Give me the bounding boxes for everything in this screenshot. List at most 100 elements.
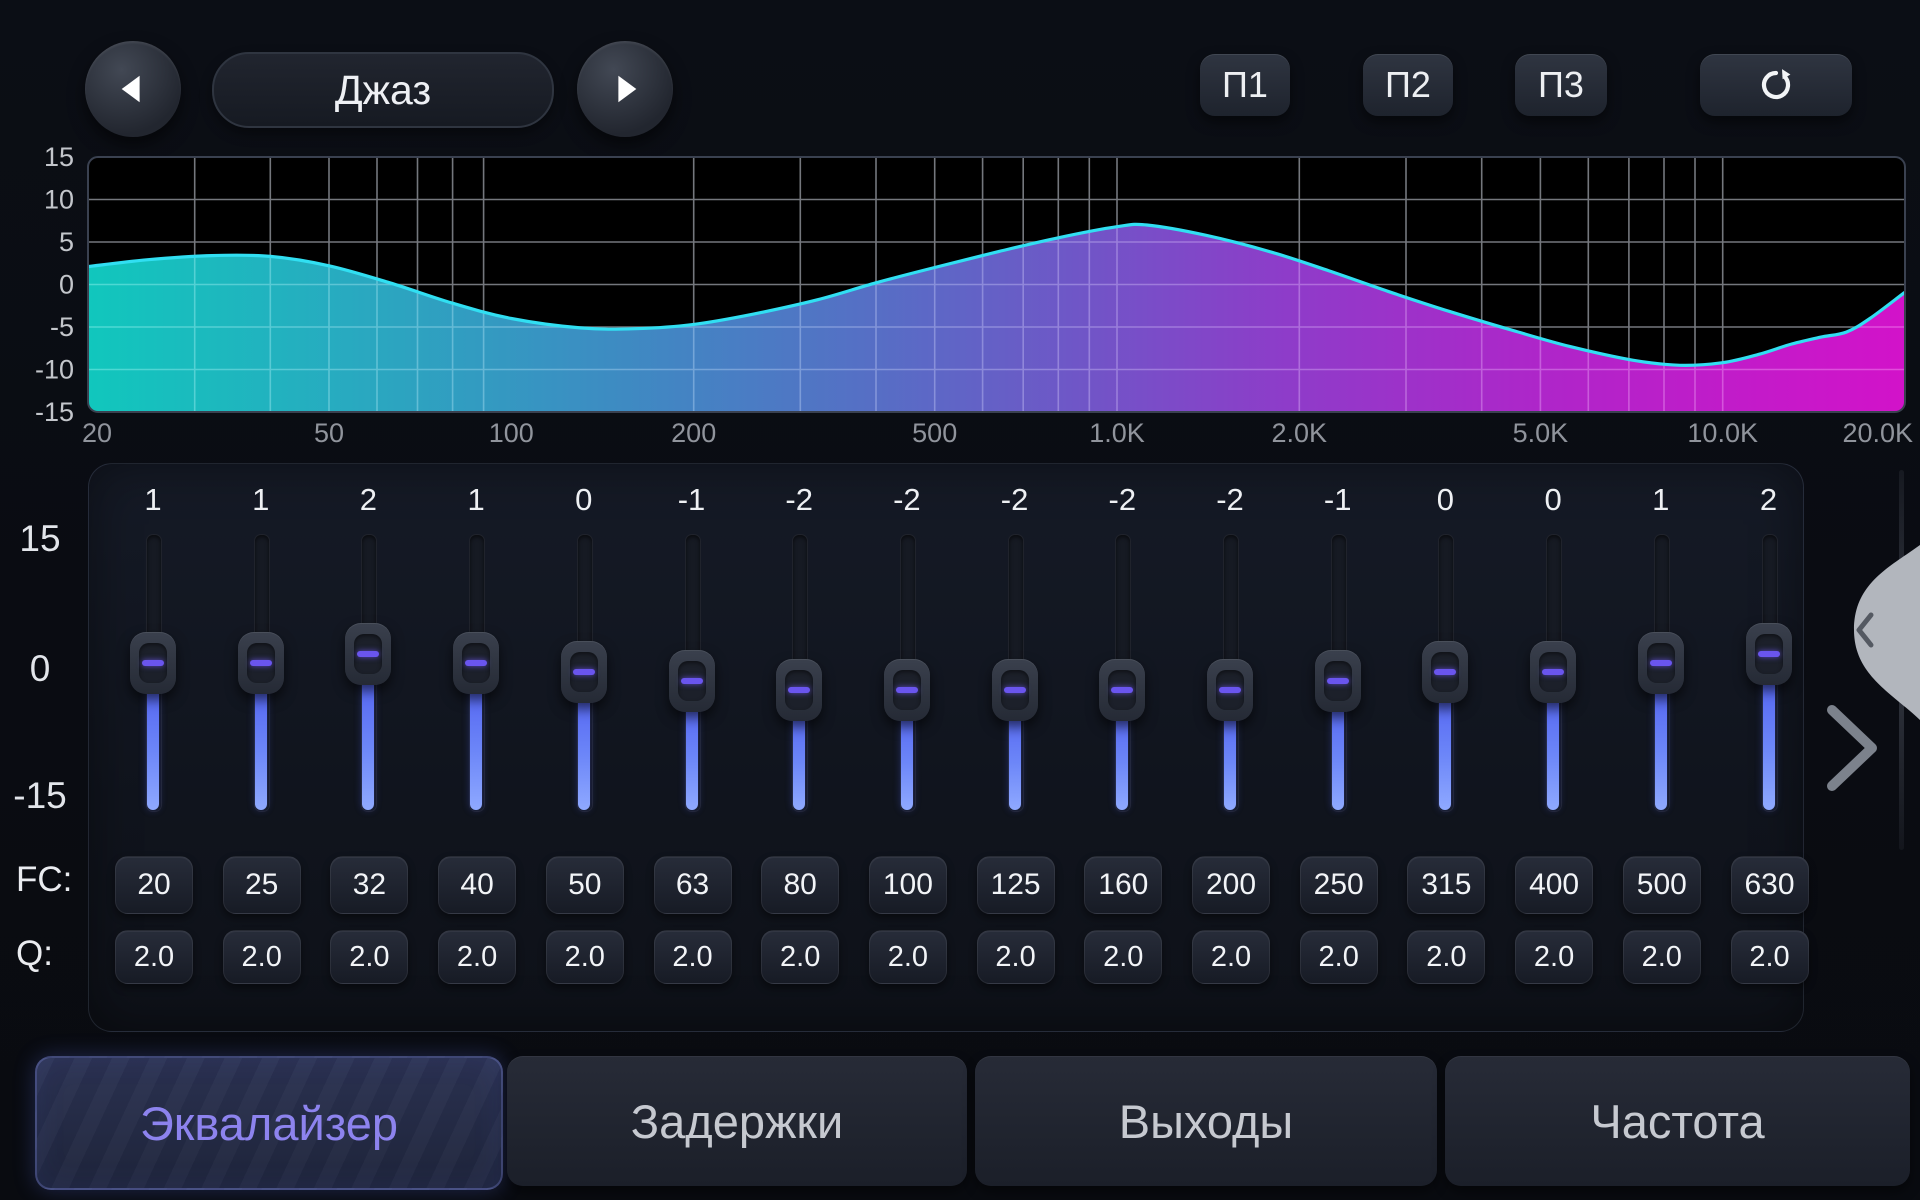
band-q-button[interactable]: 2.0 bbox=[1730, 930, 1809, 984]
preset-selector[interactable]: Джаз bbox=[212, 52, 554, 128]
band-q-button[interactable]: 2.0 bbox=[868, 930, 947, 984]
band-handle-dash-icon bbox=[465, 659, 488, 666]
band-q-button[interactable]: 2.0 bbox=[1192, 930, 1270, 984]
chevron-right-icon bbox=[1827, 705, 1877, 791]
band-q-button[interactable]: 2.0 bbox=[1299, 930, 1378, 984]
band-handle-dash-icon bbox=[357, 650, 380, 657]
band-fc-button[interactable]: 200 bbox=[1192, 856, 1270, 914]
band-gain-value: -2 bbox=[893, 482, 921, 517]
band-q-button[interactable]: 2.0 bbox=[976, 930, 1055, 984]
reset-circular-arrow-icon bbox=[1761, 69, 1791, 100]
band-fc-button[interactable]: 40 bbox=[438, 856, 517, 914]
tab-delays[interactable]: Задержки bbox=[507, 1056, 967, 1186]
band-slider-fill bbox=[1439, 672, 1452, 810]
band-slider-handle[interactable] bbox=[883, 659, 930, 722]
band-slider-handle[interactable] bbox=[1530, 641, 1577, 703]
band-handle-dash-icon bbox=[1757, 650, 1780, 657]
tab-frequency[interactable]: Частота bbox=[1445, 1056, 1910, 1186]
band-fc-button[interactable]: 32 bbox=[330, 856, 409, 914]
band-slider-handle[interactable] bbox=[1099, 659, 1146, 722]
band-gain-value: 0 bbox=[1436, 482, 1455, 517]
band-handle-dash-icon bbox=[680, 678, 703, 685]
chevron-left-icon bbox=[1856, 612, 1874, 648]
band-slider-handle[interactable] bbox=[130, 631, 176, 694]
band-q-button[interactable]: 2.0 bbox=[653, 930, 732, 984]
band-slider-fill bbox=[1654, 662, 1667, 810]
preset-prev-button[interactable] bbox=[85, 41, 181, 137]
band-gain-value: 1 bbox=[252, 482, 270, 517]
band-handle-dash-icon bbox=[142, 659, 164, 666]
band-slider-fill bbox=[147, 662, 159, 810]
band-fc-button[interactable]: 400 bbox=[1515, 856, 1594, 914]
band-fc-button[interactable]: 63 bbox=[653, 856, 732, 914]
preset-next-button[interactable] bbox=[577, 41, 673, 137]
tab-frequency-label: Частота bbox=[1590, 1094, 1765, 1148]
band-fc-button[interactable]: 80 bbox=[761, 856, 840, 914]
band-fc-button[interactable]: 250 bbox=[1299, 856, 1378, 914]
memory-button-p1[interactable]: П1 bbox=[1200, 54, 1290, 116]
band-handle-dash-icon bbox=[788, 687, 811, 694]
band-fc-button[interactable]: 25 bbox=[222, 856, 301, 914]
tab-equalizer[interactable]: Эквалайзер bbox=[35, 1056, 503, 1190]
drawer-handle[interactable] bbox=[1840, 545, 1920, 720]
band-fc-button[interactable]: 100 bbox=[868, 856, 947, 914]
band-q-button[interactable]: 2.0 bbox=[761, 930, 840, 984]
band-fc-button[interactable]: 20 bbox=[115, 856, 193, 914]
band-fc-button[interactable]: 315 bbox=[1407, 856, 1486, 914]
band-slider-handle[interactable] bbox=[237, 631, 284, 694]
band-slider-handle[interactable] bbox=[1207, 659, 1253, 722]
band-slider-fill bbox=[362, 653, 375, 810]
band-slider-handle[interactable] bbox=[991, 659, 1038, 722]
next-bands-button[interactable] bbox=[1822, 702, 1884, 794]
svg-text:-10: -10 bbox=[35, 355, 74, 385]
svg-text:10: 10 bbox=[44, 185, 74, 215]
band-gain-value: -2 bbox=[1000, 482, 1029, 517]
band-q-button[interactable]: 2.0 bbox=[222, 930, 301, 984]
tab-outputs[interactable]: Выходы bbox=[975, 1056, 1437, 1186]
band-fc-button[interactable]: 160 bbox=[1084, 856, 1163, 914]
band-q-button[interactable]: 2.0 bbox=[1622, 930, 1701, 984]
band-q-button[interactable]: 2.0 bbox=[330, 930, 409, 984]
band-fc-button[interactable]: 50 bbox=[545, 856, 624, 914]
svg-text:-5: -5 bbox=[50, 312, 74, 342]
band-q-button[interactable]: 2.0 bbox=[1515, 930, 1594, 984]
band-slider-handle[interactable] bbox=[1745, 622, 1792, 685]
svg-text:5.0K: 5.0K bbox=[1513, 418, 1569, 448]
band-handle-dash-icon bbox=[1542, 669, 1565, 675]
band-q-button[interactable]: 2.0 bbox=[1084, 930, 1163, 984]
svg-text:200: 200 bbox=[671, 418, 716, 448]
memory-button-p3[interactable]: П3 bbox=[1515, 54, 1607, 116]
band-gain-value: -2 bbox=[1216, 482, 1244, 517]
band-slider-handle[interactable] bbox=[560, 641, 607, 703]
band-slider-handle[interactable] bbox=[1422, 641, 1469, 703]
band-q-button[interactable]: 2.0 bbox=[545, 930, 624, 984]
band-q-button[interactable]: 2.0 bbox=[115, 930, 193, 984]
band-fc-button[interactable]: 630 bbox=[1730, 856, 1809, 914]
q-row-label: Q: bbox=[16, 934, 53, 973]
band-slider-handle[interactable] bbox=[453, 631, 500, 694]
band-slider-fill bbox=[254, 662, 267, 810]
band-slider-handle[interactable] bbox=[1314, 650, 1361, 713]
band-slider-handle[interactable] bbox=[345, 622, 392, 685]
svg-text:20.0K: 20.0K bbox=[1842, 418, 1913, 448]
band-slider-handle[interactable] bbox=[1637, 631, 1684, 694]
band-q-button[interactable]: 2.0 bbox=[1407, 930, 1486, 984]
band-slider-handle[interactable] bbox=[776, 659, 823, 722]
band-fc-button[interactable]: 125 bbox=[976, 856, 1055, 914]
svg-text:1.0K: 1.0K bbox=[1089, 418, 1145, 448]
band-slider-fill bbox=[1762, 653, 1775, 810]
band-q-button[interactable]: 2.0 bbox=[438, 930, 517, 984]
fc-row-label: FC: bbox=[16, 860, 73, 899]
reset-button[interactable] bbox=[1700, 54, 1852, 116]
band-slider-fill bbox=[1547, 672, 1560, 810]
band-handle-dash-icon bbox=[895, 687, 918, 694]
svg-text:100: 100 bbox=[489, 418, 534, 448]
svg-text:0: 0 bbox=[59, 270, 74, 300]
band-slider-fill bbox=[577, 672, 590, 810]
left-triangle-icon bbox=[121, 75, 140, 103]
slider-scale-min: -15 bbox=[13, 775, 67, 816]
band-fc-button[interactable]: 500 bbox=[1622, 856, 1701, 914]
memory-button-p2[interactable]: П2 bbox=[1363, 54, 1453, 116]
band-slider-handle[interactable] bbox=[668, 650, 715, 713]
